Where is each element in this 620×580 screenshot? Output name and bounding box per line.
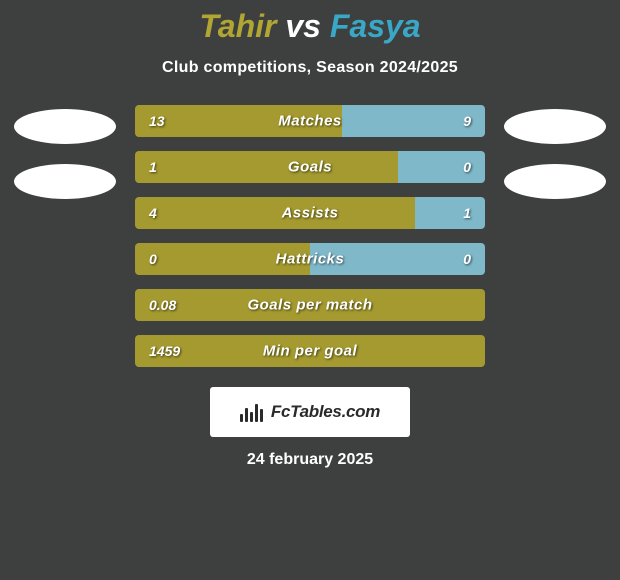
stat-label: Hattricks: [276, 251, 345, 268]
stat-bars: 13 9 Matches 1 0 Goals 4 1 Assists 0 0 Hattricks 0.0…: [135, 105, 485, 367]
stat-bar-left-segment: [135, 151, 398, 183]
stat-right-value: 0: [463, 251, 471, 267]
player1-avatar-col: [5, 105, 125, 199]
page-title: Tahir vs Fasya: [199, 8, 420, 45]
stat-left-value: 4: [149, 205, 157, 221]
stat-label: Min per goal: [263, 343, 357, 360]
stat-left-value: 13: [149, 113, 165, 129]
stat-left-value: 0.08: [149, 297, 176, 313]
player2-team-placeholder: [504, 164, 606, 199]
player1-name: Tahir: [199, 8, 276, 44]
player2-name: Fasya: [330, 8, 421, 44]
stat-row: 13 9 Matches: [135, 105, 485, 137]
stats-area: 13 9 Matches 1 0 Goals 4 1 Assists 0 0 Hattricks 0.0…: [0, 105, 620, 367]
stat-right-value: 0: [463, 159, 471, 175]
stat-label: Assists: [282, 205, 339, 222]
comparison-infographic: Tahir vs Fasya Club competitions, Season…: [0, 0, 620, 469]
stat-label: Goals per match: [247, 297, 372, 314]
stat-row: 0.08 Goals per match: [135, 289, 485, 321]
stat-row: 0 0 Hattricks: [135, 243, 485, 275]
stat-row: 1 0 Goals: [135, 151, 485, 183]
player1-team-placeholder: [14, 164, 116, 199]
stat-label: Matches: [278, 113, 342, 130]
player2-avatar-col: [495, 105, 615, 199]
stat-row: 1459 Min per goal: [135, 335, 485, 367]
stat-left-value: 1459: [149, 343, 180, 359]
stat-left-value: 0: [149, 251, 157, 267]
subtitle: Club competitions, Season 2024/2025: [162, 59, 458, 77]
stat-bar-left-segment: [135, 197, 415, 229]
stat-right-value: 1: [463, 205, 471, 221]
brand-text: FcTables.com: [271, 402, 380, 422]
stat-label: Goals: [288, 159, 332, 176]
stat-left-value: 1: [149, 159, 157, 175]
stat-bar-right-segment: [415, 197, 485, 229]
stat-row: 4 1 Assists: [135, 197, 485, 229]
stat-bar-right-segment: [398, 151, 486, 183]
player1-avatar-placeholder: [14, 109, 116, 144]
title-separator: vs: [285, 8, 321, 44]
barchart-icon: [240, 402, 263, 422]
date-label: 24 february 2025: [247, 451, 373, 469]
stat-right-value: 9: [463, 113, 471, 129]
brand-badge: FcTables.com: [210, 387, 410, 437]
player2-avatar-placeholder: [504, 109, 606, 144]
